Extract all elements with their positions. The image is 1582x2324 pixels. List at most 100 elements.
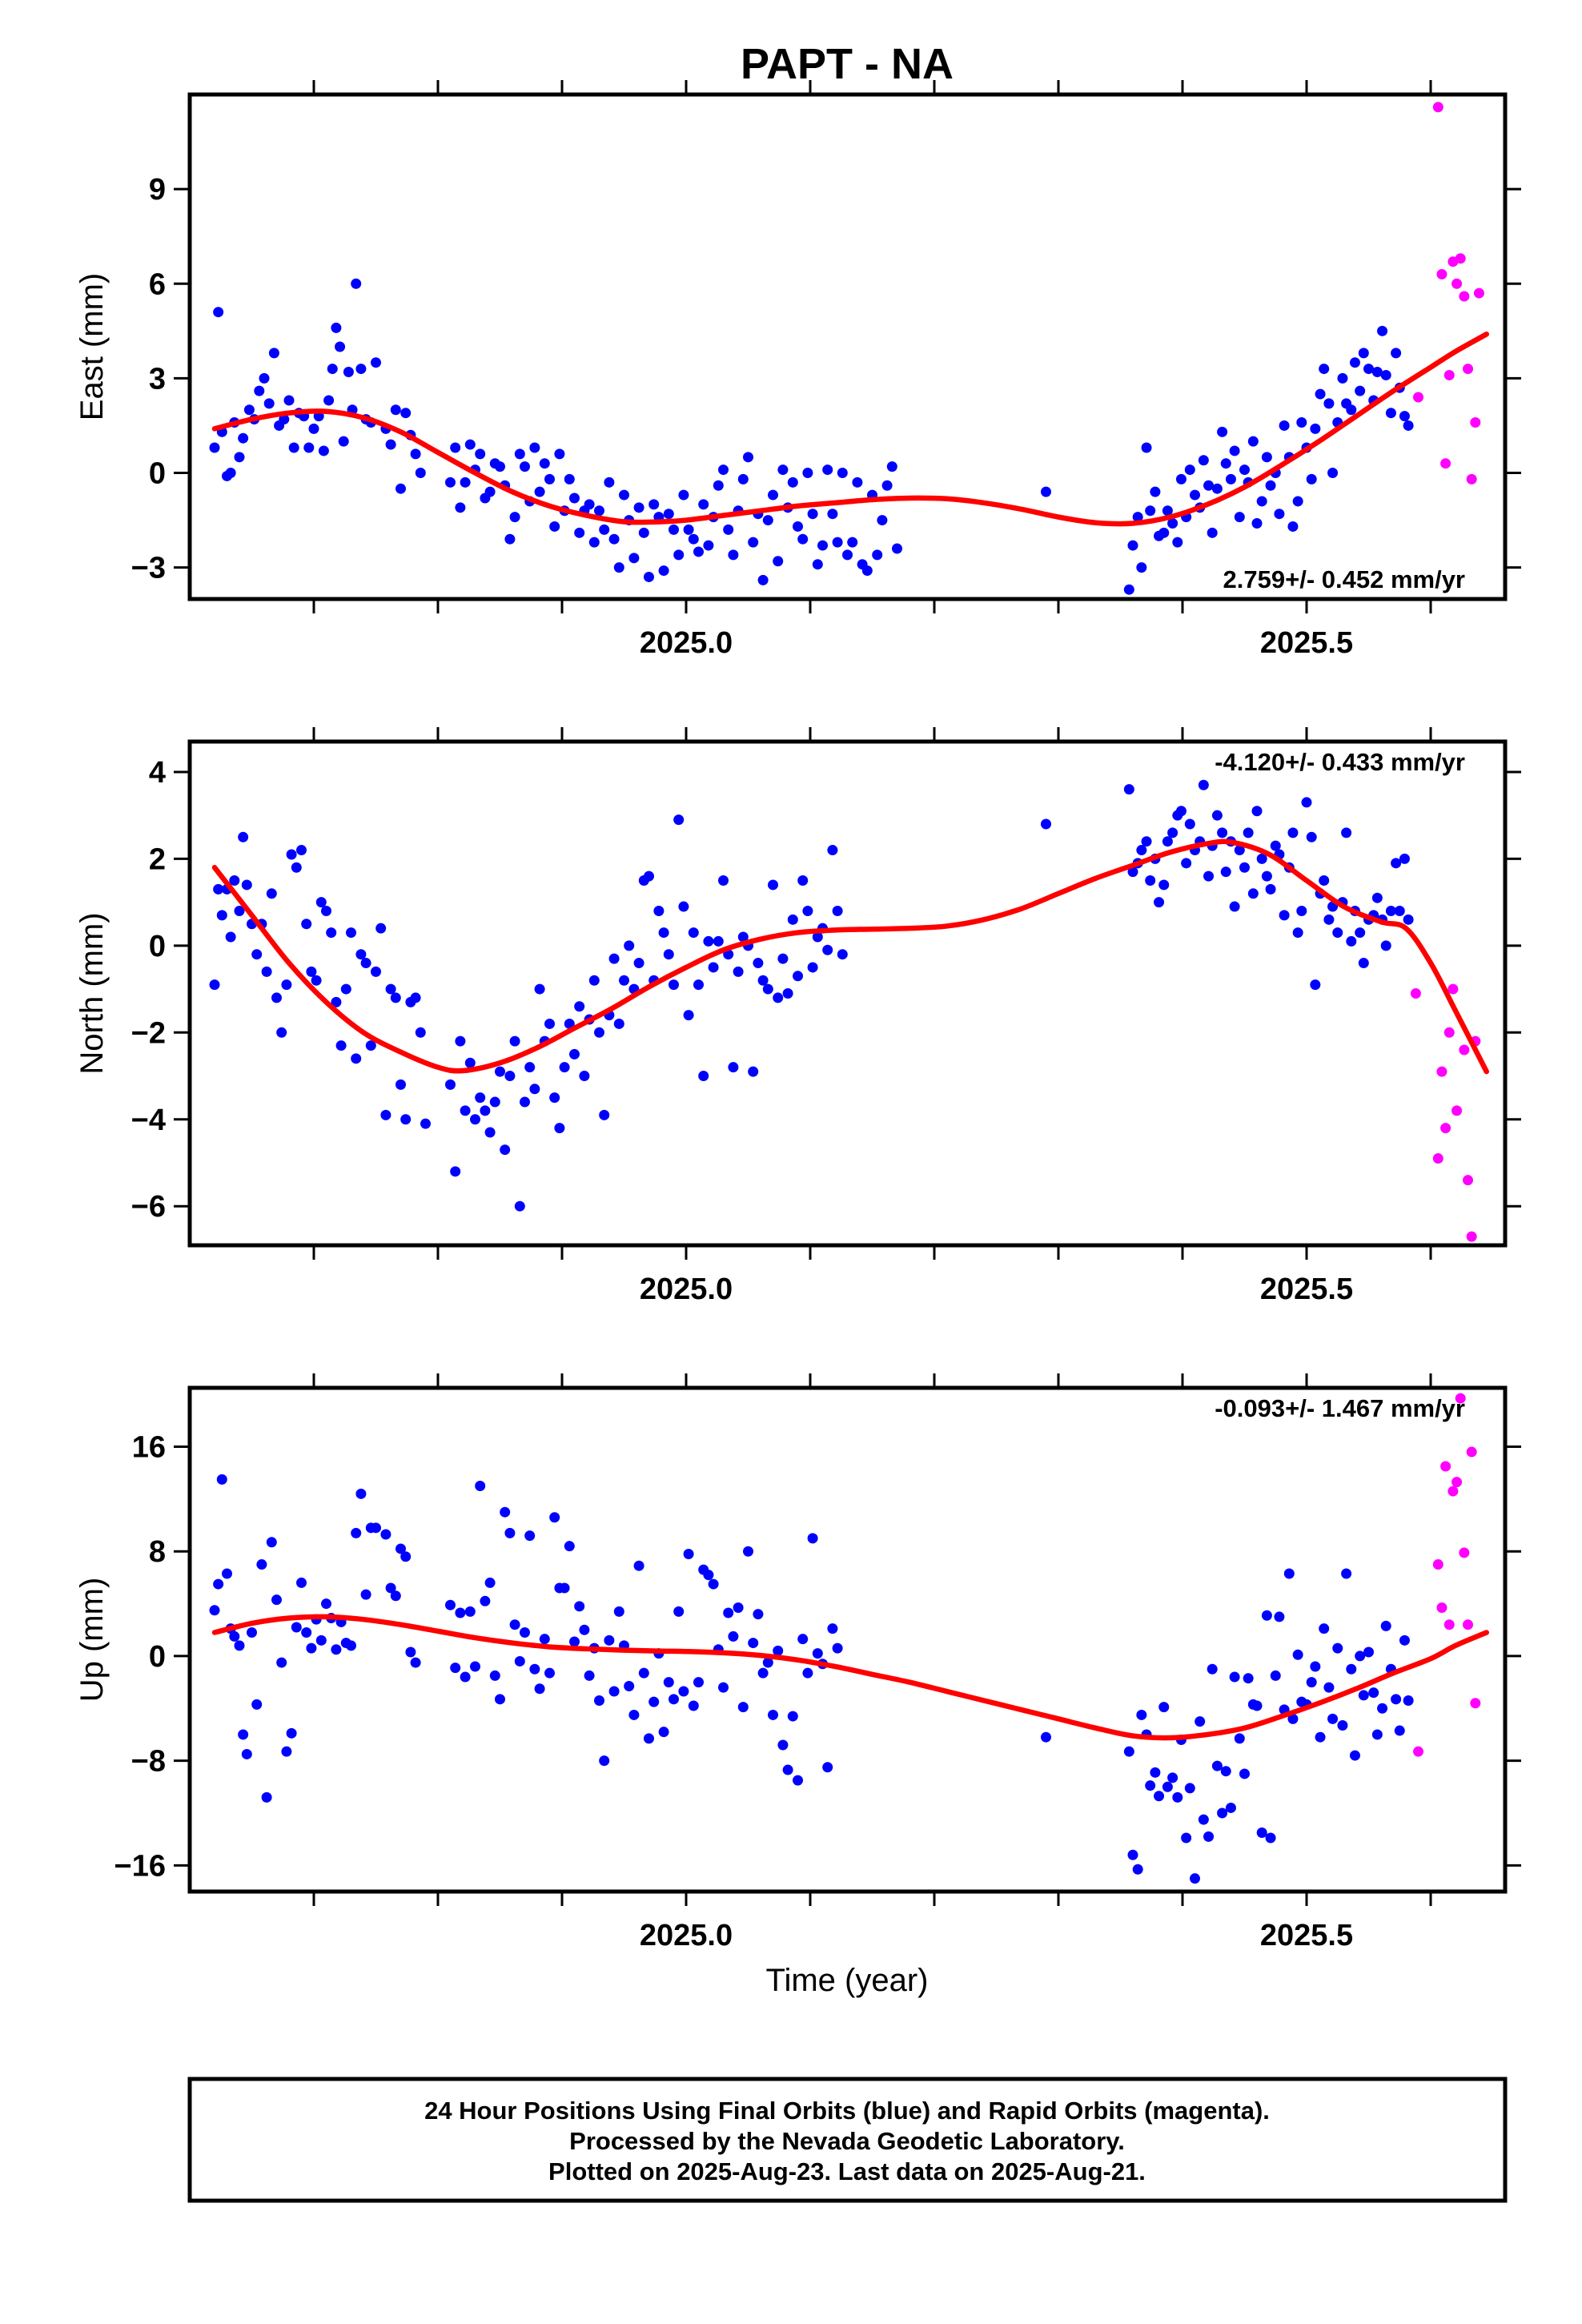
up-final-point	[306, 1642, 317, 1654]
up-final-point	[644, 1733, 654, 1744]
north-final-point	[698, 1071, 709, 1082]
up-final-point	[549, 1512, 560, 1523]
east-final-point	[1385, 408, 1396, 419]
east-rapid-point	[1473, 287, 1484, 299]
panel-up: −16 −8 0 8 16 2025.0 2025.5 Up (mm) -0.093+/- 1.…	[74, 1373, 1521, 1952]
east-final-point	[1225, 473, 1236, 485]
up-final-point	[633, 1560, 644, 1571]
up-ytick-label: −8	[131, 1745, 166, 1779]
east-final-point	[331, 322, 342, 333]
north-final-point	[529, 1084, 540, 1095]
north-final-point	[484, 1127, 496, 1138]
east-data	[209, 102, 1489, 595]
up-final-point	[1394, 1725, 1405, 1736]
north-final-point	[802, 905, 813, 916]
up-final-point	[380, 1529, 391, 1540]
east-final-point	[234, 452, 245, 463]
north-final-point	[1399, 853, 1410, 864]
up-final-point	[1239, 1768, 1250, 1779]
east-final-point	[1203, 480, 1215, 491]
north-final-point	[782, 988, 793, 999]
up-xtick-label: 2025.0	[640, 1919, 733, 1952]
up-final-point	[797, 1634, 809, 1645]
east-final-point	[1162, 505, 1173, 517]
north-final-point	[241, 879, 252, 891]
up-final-point	[673, 1606, 685, 1617]
up-final-point	[822, 1762, 833, 1773]
north-final-point	[837, 949, 848, 960]
up-final-point	[1319, 1623, 1330, 1634]
north-frame	[187, 739, 1508, 1248]
up-final-point	[1041, 1731, 1051, 1743]
east-final-point	[588, 537, 600, 548]
east-final-point	[817, 540, 828, 551]
up-final-point	[708, 1578, 719, 1590]
north-final-point	[514, 1200, 525, 1212]
east-final-point	[318, 445, 329, 456]
north-final-point	[276, 1027, 287, 1038]
east-final-point	[351, 278, 362, 289]
north-final-point	[554, 1123, 565, 1134]
north-final-point	[1301, 797, 1312, 808]
east-final-point	[415, 468, 426, 478]
up-final-point	[768, 1709, 778, 1720]
up-final-point	[1292, 1649, 1303, 1660]
east-final-point	[1239, 464, 1250, 476]
up-final-point	[1136, 1709, 1147, 1720]
up-final-point	[1150, 1767, 1161, 1778]
east-final-point	[400, 408, 412, 419]
east-final-point	[514, 448, 525, 460]
north-ytick-label: −2	[131, 1016, 166, 1050]
east-final-point	[892, 543, 902, 554]
up-final-point	[604, 1634, 615, 1646]
up-final-point	[360, 1589, 371, 1600]
up-final-point	[1403, 1695, 1414, 1706]
north-final-point	[762, 983, 773, 995]
up-final-point	[500, 1506, 511, 1518]
north-final-point	[238, 831, 249, 842]
north-final-point	[1319, 875, 1330, 887]
up-final-point	[1220, 1766, 1231, 1777]
up-final-point	[234, 1640, 245, 1651]
east-final-point	[594, 505, 604, 517]
up-final-point	[1158, 1702, 1170, 1713]
east-ytick-label: 0	[149, 457, 166, 491]
up-final-point	[564, 1541, 575, 1552]
up-final-point	[445, 1599, 456, 1610]
east-final-point	[1229, 445, 1240, 456]
up-final-point	[688, 1700, 699, 1711]
up-final-point	[331, 1644, 342, 1655]
up-final-point	[475, 1481, 486, 1492]
up-final-point	[396, 1543, 406, 1554]
east-final-point	[683, 524, 694, 535]
up-final-point	[1217, 1807, 1228, 1819]
east-final-point	[1292, 496, 1303, 507]
east-final-point	[1132, 512, 1143, 523]
north-final-point	[464, 1057, 476, 1068]
up-final-point	[405, 1647, 416, 1658]
east-ytick-label: −3	[131, 552, 166, 585]
east-final-point	[768, 489, 778, 501]
east-final-point	[807, 509, 818, 520]
up-final-point	[520, 1627, 530, 1638]
east-rapid-point	[1413, 392, 1423, 403]
east-final-point	[574, 527, 585, 538]
up-final-point	[1132, 1864, 1143, 1875]
up-ytick-label: 8	[149, 1535, 166, 1569]
up-final-point	[1355, 1651, 1366, 1662]
up-final-point	[464, 1606, 476, 1617]
east-ytick-label: 9	[149, 173, 166, 207]
east-final-point	[225, 468, 236, 478]
up-final-point	[351, 1527, 362, 1538]
up-final-point	[1184, 1783, 1195, 1794]
north-final-point	[375, 923, 387, 934]
north-final-point	[574, 1001, 585, 1012]
north-rapid-point	[1432, 1153, 1443, 1164]
east-rapid-point	[1436, 268, 1447, 279]
north-final-point	[261, 966, 272, 977]
up-frame	[187, 1385, 1508, 1894]
east-final-point	[787, 476, 798, 488]
east-final-point	[832, 537, 843, 548]
up-final-point	[534, 1683, 545, 1695]
